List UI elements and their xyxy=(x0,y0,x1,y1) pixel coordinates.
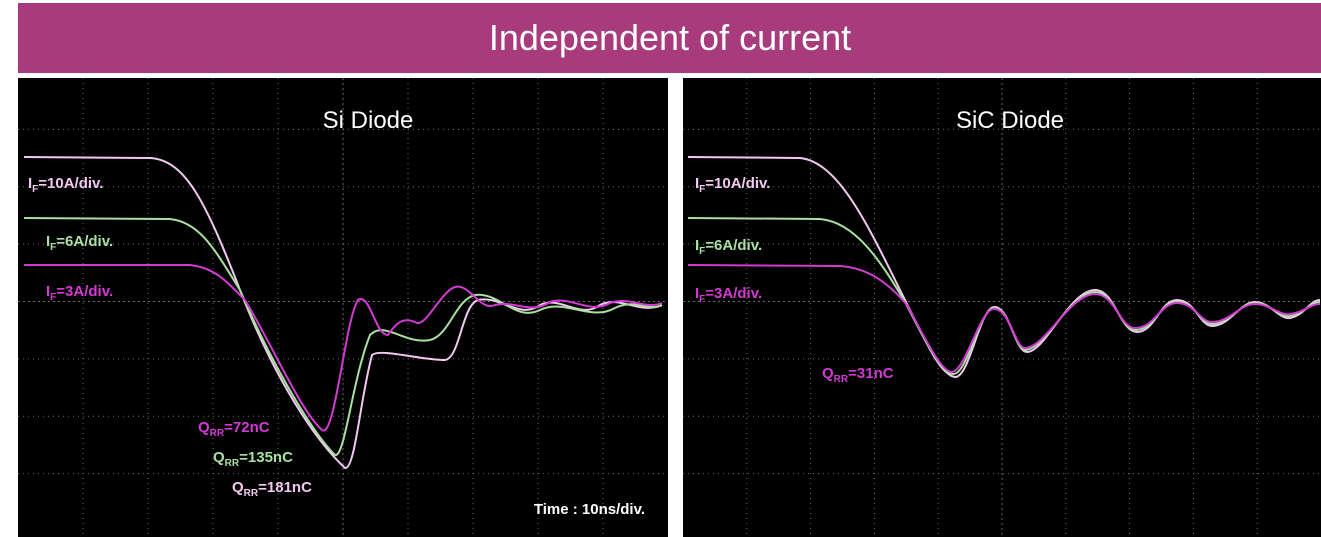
label-rest: =72nC xyxy=(224,419,270,436)
label-main: Q xyxy=(198,419,210,436)
label-rest: =3A/div. xyxy=(705,285,762,302)
time-scale-note: Time : 10ns/div. xyxy=(534,501,645,518)
panel-title: SiC Diode xyxy=(956,107,1064,134)
label-rest: =3A/div. xyxy=(56,283,113,300)
label-subscript: RR xyxy=(225,458,240,469)
label-subscript: RR xyxy=(210,428,225,439)
label-main: Q xyxy=(213,449,225,466)
label-subscript: RR xyxy=(834,374,849,385)
label-subscript: RR xyxy=(244,488,259,499)
label-rest: =135nC xyxy=(239,449,293,466)
label-rest: =6A/div. xyxy=(705,237,762,254)
label-rest: =10A/div. xyxy=(705,175,770,192)
slide: Independent of current Si Diode SiC Diod… xyxy=(0,0,1321,537)
label-rest: =31nC xyxy=(848,365,894,382)
label-rest: =6A/div. xyxy=(56,233,113,250)
label-rest: =181nC xyxy=(258,479,312,496)
label-main: Q xyxy=(232,479,244,496)
panel-title: Si Diode xyxy=(323,107,414,134)
slide-title: Independent of current xyxy=(489,17,851,58)
label-main: Q xyxy=(822,365,834,382)
label-rest: =10A/div. xyxy=(38,175,103,192)
